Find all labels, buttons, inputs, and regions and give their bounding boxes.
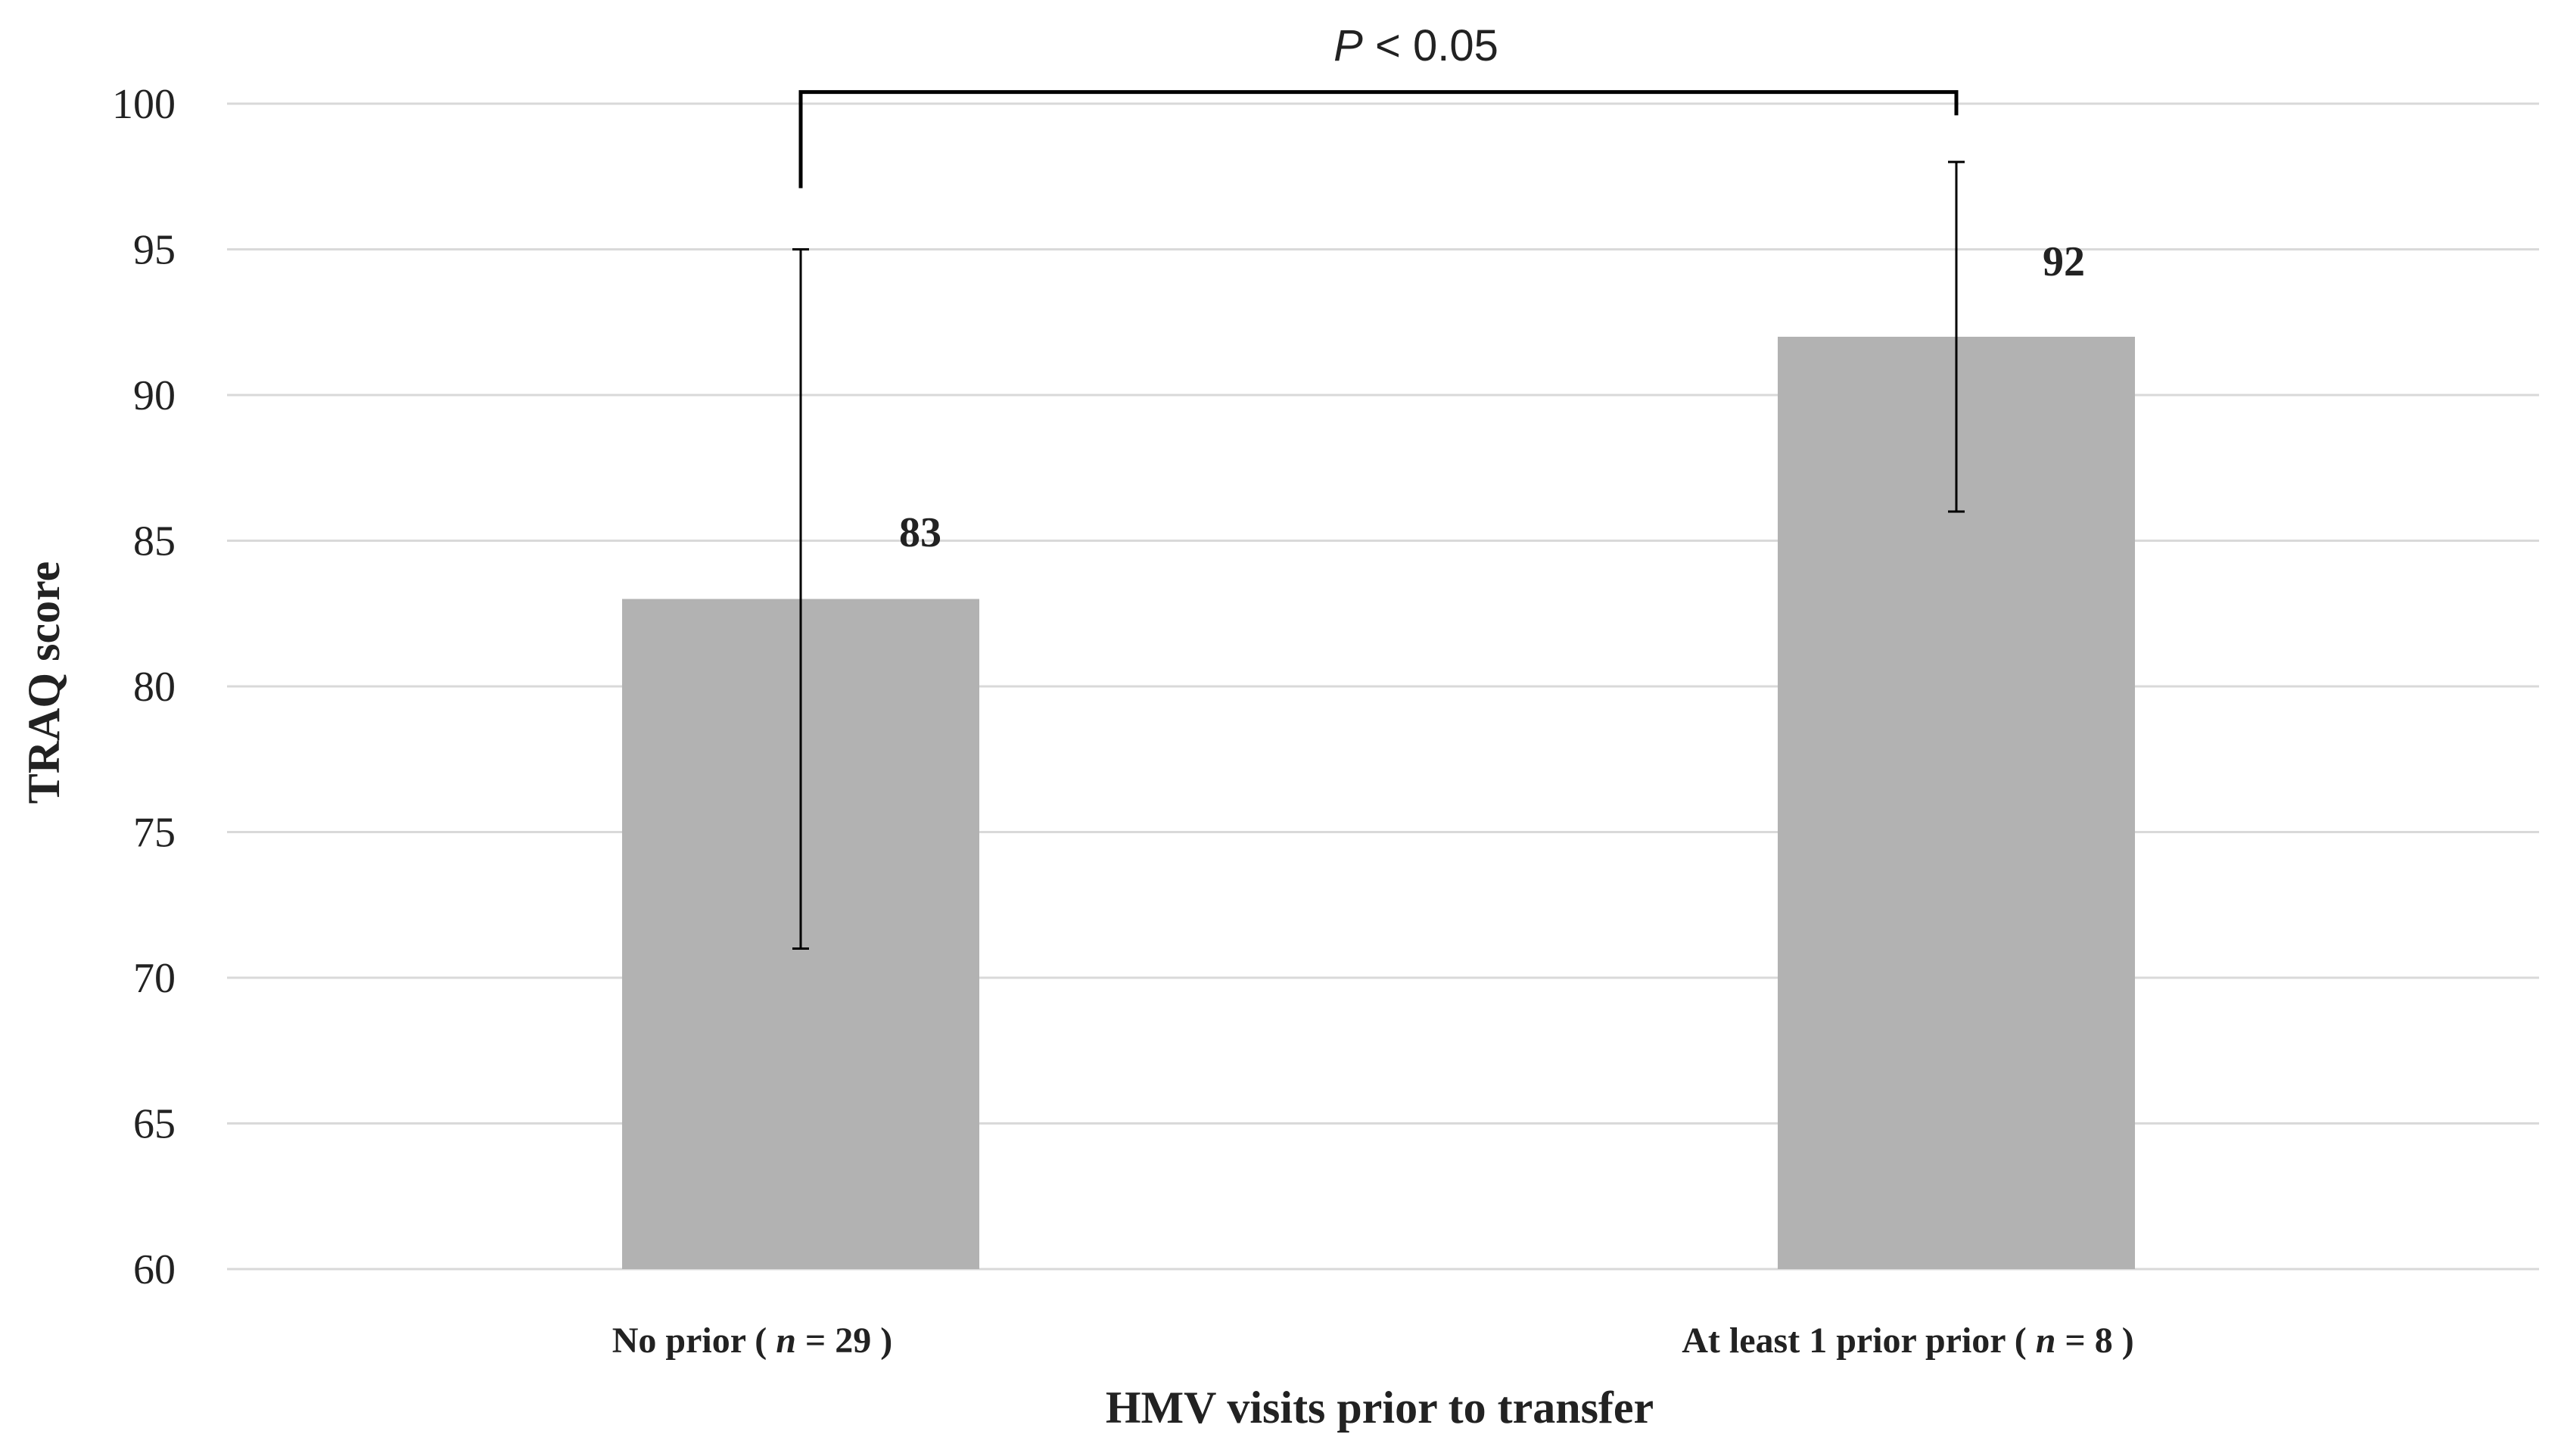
significance-bracket-line (798, 90, 1959, 188)
y-tick-label: 60 (133, 1246, 176, 1293)
x-axis-title: HMV visits prior to transfer (1106, 1383, 1654, 1433)
significance-bracket: P < 0.05 (798, 21, 1959, 188)
y-tick-label: 100 (112, 81, 176, 128)
gridlines (227, 102, 2539, 1271)
y-tick-label: 70 (133, 955, 176, 1002)
y-tick-label: 85 (133, 518, 176, 565)
error-bars (792, 160, 1965, 950)
y-tick-label: 90 (133, 372, 176, 419)
y-tick-label: 80 (133, 664, 176, 711)
data-label: 92 (2043, 238, 2085, 285)
data-label: 83 (899, 509, 941, 556)
y-tick-label: 95 (133, 227, 176, 274)
x-axis-categories: No prior ( n = 29 ) At least 1 prior prio… (612, 1321, 2134, 1361)
x-tick-label: No prior ( n = 29 ) (612, 1321, 892, 1361)
x-tick-label: At least 1 prior prior ( n = 8 ) (1682, 1321, 2134, 1361)
y-axis-ticks: 60 65 70 75 80 85 90 95 100 (112, 81, 176, 1293)
significance-label: P < 0.05 (1333, 21, 1498, 70)
data-labels: 83 92 (899, 238, 2085, 556)
y-tick-label: 65 (133, 1101, 176, 1148)
bars (622, 337, 2135, 1269)
y-tick-label: 75 (133, 810, 176, 857)
y-axis-title: TRAQ score (19, 562, 69, 804)
